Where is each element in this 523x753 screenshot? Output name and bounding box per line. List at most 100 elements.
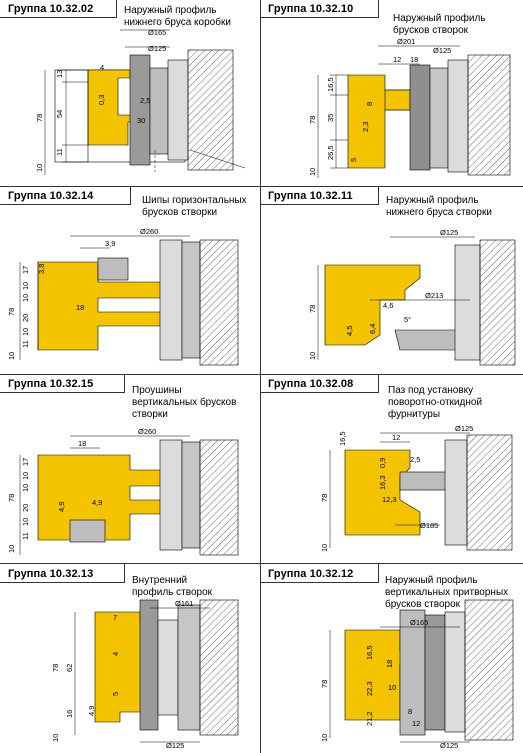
drawing-10-32-15: Ø260 18 17 10 10 20 10 11 78 10 4,9 4,9 [7, 427, 239, 556]
dimension-label: 4,6 [383, 301, 393, 310]
grid-divider-2 [0, 374, 523, 375]
dimension-diameter: Ø201 [397, 37, 415, 46]
dimension-height: 11 [21, 340, 30, 348]
dimension-label: 3,8 [37, 264, 46, 274]
dimension-total: 78 [7, 308, 16, 316]
dimension-height: 26,5 [326, 145, 335, 160]
dimension-diameter: Ø260 [138, 427, 156, 436]
dimension-label: 30 [137, 116, 145, 125]
dimension-height: 17 [21, 266, 30, 274]
group-label: Группа 10.32.08 [268, 378, 354, 390]
dimension-label: 4,5 [345, 326, 354, 336]
dimension-height: 17 [21, 458, 30, 466]
dimension-label: 12 [412, 719, 420, 728]
profile-title: Наружный профиль нижнего бруса коробки [124, 5, 231, 28]
dimension-angle: 5° [404, 315, 411, 324]
dimension-height: 62 [65, 664, 74, 672]
dimension-label: 18 [385, 660, 394, 668]
drawing-10-32-08: Ø125 Ø185 16,5 12 0,9 2,5 16,3 12,3 78 1… [320, 424, 513, 552]
dimension-diameter: Ø125 [440, 228, 458, 237]
dimension-diameter: Ø125 [166, 741, 184, 750]
grid-divider-1 [0, 186, 523, 187]
dimension-base: 10 [320, 734, 329, 742]
dimension-label: 5 [349, 158, 358, 162]
dimension-height: 16,5 [326, 77, 335, 92]
dimension-height: 20 [21, 504, 30, 512]
dimension-diameter: Ø213 [425, 291, 443, 300]
dimension-label: 4,9 [92, 498, 102, 507]
dimension-label: 4,9 [57, 502, 66, 512]
dimension-base: 10 [308, 168, 317, 176]
drawing-10-32-11: Ø125 Ø213 78 10 4,6 6,4 4,5 5° [308, 228, 516, 366]
dimension-label: 3,9 [105, 239, 115, 248]
profile-title: Шипы горизонтальных брусков створки [142, 195, 247, 218]
dimension-label: 4 [100, 63, 104, 72]
dimension-diameter: Ø125 [455, 424, 473, 433]
dimension-total: 78 [320, 494, 329, 502]
dimension-diameter: Ø161 [175, 599, 193, 608]
dimension-height: 35 [326, 114, 335, 122]
dimension-label: 10 [388, 683, 396, 692]
dimension-height: 11 [55, 148, 64, 156]
dimension-base: 10 [7, 352, 16, 360]
group-label: Группа 10.32.12 [268, 568, 354, 580]
dimension-height: 20 [21, 314, 30, 322]
profile-title: Наружный профиль брусков створок [393, 13, 486, 36]
group-label: Группа 10.32.15 [8, 378, 94, 390]
dimension-base: 10 [35, 164, 44, 172]
drawing-10-32-02: Ø165 Ø125 13 54 11 78 10 4 0,3 2,5 30 [35, 28, 246, 175]
group-label: Группа 10.32.10 [268, 3, 354, 15]
dimension-diameter: Ø125 [440, 741, 458, 750]
dimension-label: 0,9 [378, 458, 387, 468]
dimension-diameter: Ø125 [148, 44, 166, 53]
group-label: Группа 10.32.02 [8, 3, 94, 15]
dimension-base: 10 [7, 545, 16, 553]
dimension-label: 0,3 [97, 95, 106, 105]
dimension-height: 16 [65, 710, 74, 718]
dimension-height: 10 [21, 484, 30, 492]
dimension-diameter: Ø165 [410, 618, 428, 627]
dimension-label: 12 [393, 55, 401, 64]
dimension-total: 78 [35, 114, 44, 122]
dimension-total: 78 [7, 494, 16, 502]
dimension-height: 10 [21, 328, 30, 336]
dimension-base: 10 [308, 352, 317, 360]
profile-title: Паз под установку поворотно-откидной фур… [388, 385, 483, 420]
dimension-label: 5 [111, 692, 120, 696]
drawing-10-32-12: Ø165 Ø125 16,5 22,3 21,2 18 10 8 12 78 1… [320, 599, 514, 750]
dimension-total: 78 [308, 305, 317, 313]
dimension-height: 16,5 [365, 645, 374, 660]
dimension-base: 10 [320, 544, 329, 552]
dimension-label: 12 [392, 433, 400, 442]
dimension-diameter: Ø125 [433, 46, 451, 55]
group-label: Группа 10.32.13 [8, 568, 94, 580]
dimension-height: 54 [55, 110, 64, 118]
dimension-height: 11 [21, 532, 30, 540]
dimension-label: 18 [76, 303, 84, 312]
dimension-label: 4,9 [87, 706, 96, 716]
dimension-base: 10 [51, 734, 60, 742]
grid-vertical-divider [260, 0, 261, 753]
drawing-10-32-10: Ø201 Ø125 12 18 16,5 35 26,5 78 10 8 2,3… [308, 37, 511, 178]
dimension-diameter: Ø260 [140, 227, 158, 236]
group-label: Группа 10.32.14 [8, 190, 94, 202]
group-label: Группа 10.32.11 [268, 190, 353, 202]
grid-divider-3 [0, 563, 523, 564]
dimension-label: 2,5 [410, 455, 420, 464]
dimension-label: 2,5 [140, 96, 150, 105]
profile-title: Внутренний профиль створок [132, 575, 213, 598]
dimension-total: 78 [320, 680, 329, 688]
dimension-height: 10 [21, 282, 30, 290]
dimension-height: 10 [21, 472, 30, 480]
dimension-label: 6,4 [368, 324, 377, 334]
dimension-label: 16,5 [338, 431, 347, 446]
dimension-total: 78 [308, 116, 317, 124]
dimension-height: 22,3 [365, 681, 374, 696]
dimension-label: 18 [410, 55, 418, 64]
dimension-height: 10 [21, 294, 30, 302]
dimension-diameter: Ø165 [148, 28, 166, 37]
dimension-height: 10 [21, 518, 30, 526]
dimension-height: 13 [55, 70, 64, 78]
